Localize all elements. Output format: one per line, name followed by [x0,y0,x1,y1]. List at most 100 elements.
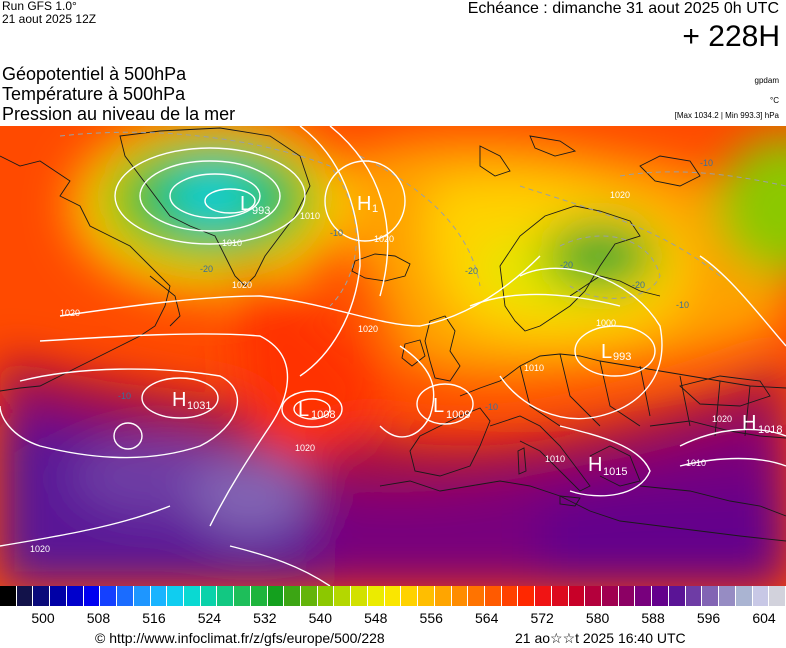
color-swatch [719,586,735,606]
high-center: H 1031 [172,389,211,412]
color-scale-tick: 556 [419,610,443,626]
color-swatch [0,586,16,606]
color-swatch [317,586,334,606]
color-swatch [117,586,133,606]
color-swatch [551,586,568,606]
color-scale-tick: 572 [530,610,554,626]
unit-geopotential: gpdam [754,76,779,85]
color-swatch [284,586,301,606]
svg-text:1018: 1018 [758,424,782,436]
color-swatch [250,586,267,606]
high-center: H 1 [357,193,378,215]
isobar-label: 1020 [232,280,252,290]
color-swatch [518,586,535,606]
temperature-label: -20 [465,266,478,276]
isobar-label: 1020 [60,308,80,318]
color-swatch [484,586,501,606]
title-geopotential: Géopotentiel à 500hPa [2,64,187,84]
isobar-label: 1020 [374,234,394,244]
color-swatch [652,586,668,606]
svg-text:L: L [240,193,251,215]
svg-text:1015: 1015 [603,466,627,478]
color-swatch [535,586,551,606]
color-swatch [66,586,83,606]
color-scale-tick: 532 [253,610,277,626]
color-swatch [468,586,484,606]
isotherms [59,131,786,307]
svg-text:1: 1 [372,203,378,215]
color-swatch [568,586,585,606]
low-center: L 993 [240,193,270,217]
temperature-labels: -20 -20 -20 -20 -10 -10 -10 -10 -10 [118,158,713,412]
svg-text:993: 993 [613,351,631,363]
color-swatch [351,586,367,606]
color-scale-tick: 548 [364,610,388,626]
temperature-label: -20 [560,260,573,270]
color-swatch [769,586,785,606]
svg-text:H: H [588,454,602,476]
color-scale-tick: 580 [585,610,610,626]
svg-text:H: H [172,389,186,411]
color-swatch [702,586,719,606]
color-swatch [334,586,351,606]
color-scale-tick: 508 [86,610,111,626]
low-center: L 1008 [298,399,335,421]
pressure-centers: L 993 H 1 H 1031 L 1008 L 993 L 1009 H 1… [172,193,782,478]
color-swatch [183,586,200,606]
low-center: L 993 [601,341,631,363]
isobar-label: 1000 [596,318,616,328]
color-swatch [384,586,401,606]
isobar-label: 1020 [30,544,50,554]
isobar-label: 1010 [222,238,242,248]
source-url: © http://www.infoclimat.fr/z/gfs/europe/… [95,630,385,646]
color-swatch [200,586,217,606]
title-temperature: Température à 500hPa [2,84,186,104]
color-swatch [301,586,317,606]
svg-text:L: L [298,399,309,421]
color-swatch [267,586,284,606]
geopotential-field [0,126,786,586]
isobar-label: 1020 [295,443,315,453]
isobars [0,126,786,586]
isobar-label: 1010 [300,211,320,221]
color-swatch [602,586,618,606]
pressure-extrema: [Max 1034.2 | Min 993.3] hPa [674,111,779,120]
color-swatch [401,586,418,606]
color-swatch [16,586,33,606]
color-scale-tick: 564 [475,610,499,626]
generated-timestamp: 21 ao☆☆t 2025 16:40 UTC [515,630,686,646]
isobar-label: 1010 [524,363,544,373]
svg-text:1009: 1009 [446,409,470,421]
color-swatch [83,586,100,606]
color-swatch [585,586,602,606]
isobar-label: 1020 [610,190,630,200]
coastlines [0,127,786,542]
temperature-label: -20 [632,280,645,290]
color-scale-tick: 500 [31,610,55,626]
color-scale-tick: 516 [142,610,166,626]
temperature-label: -10 [700,158,713,168]
isobar-labels: 1010 1010 1020 1020 1020 1020 1020 1020 … [30,190,732,554]
isobar-label: 1010 [545,454,565,464]
svg-text:L: L [433,395,444,417]
isobar-label: 1020 [712,414,732,424]
isobar-label: 1010 [686,458,706,468]
temperature-label: -10 [676,300,689,310]
color-swatch [133,586,150,606]
color-swatch [100,586,117,606]
temperature-label: -10 [485,402,498,412]
color-scale-tick: 604 [752,610,776,626]
color-scale-tick: 540 [308,610,332,626]
color-swatch [668,586,685,606]
color-scale-tick: 596 [696,610,721,626]
color-swatch [635,586,652,606]
color-swatch [685,586,702,606]
color-swatch [451,586,468,606]
echeance-label: Echéance : dimanche 31 aout 2025 0h UTC [467,0,779,17]
color-scale-tick: 588 [641,610,665,626]
run-label: Run GFS 1.0° [2,0,77,13]
svg-text:H: H [357,193,371,215]
svg-text:L: L [601,341,612,363]
run-date: 21 aout 2025 12Z [2,12,97,26]
color-scale-tick: 524 [197,610,222,626]
